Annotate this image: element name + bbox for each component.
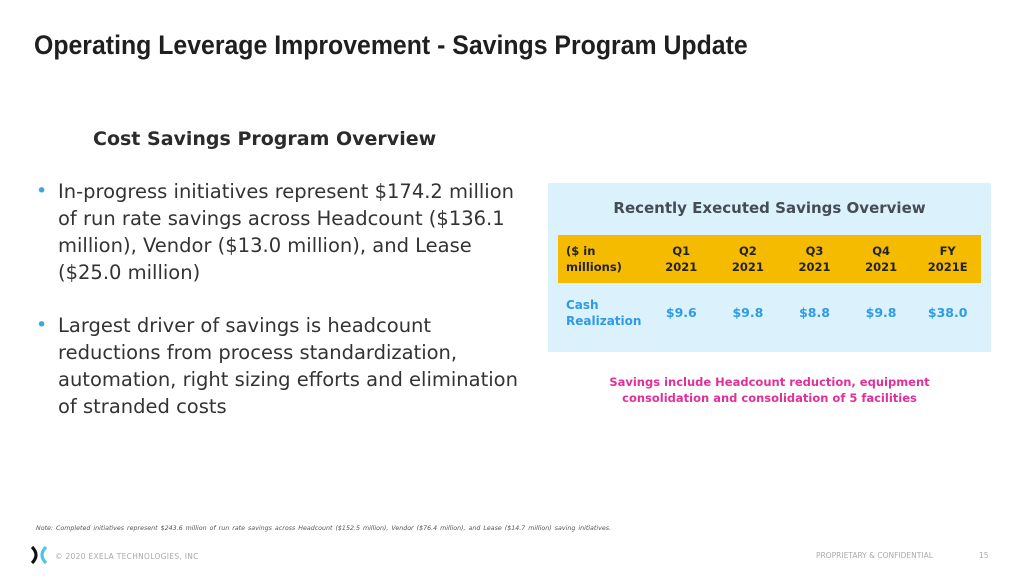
page-number: 15 [979, 551, 989, 560]
bullet-text: Largest driver of savings is headcount r… [58, 314, 518, 418]
bullet-list: • In-progress initiatives represent $174.… [36, 178, 526, 446]
savings-overview-panel: Recently Executed Savings Overview ($ in… [548, 183, 991, 352]
exela-logo-icon [31, 546, 47, 564]
table-header-row: ($ in millions) Q1 2021 Q2 2021 Q3 2021 Q4 20… [558, 235, 981, 283]
table-cell: $38.0 [927, 305, 968, 320]
header-cell: FY 2021E [927, 244, 968, 274]
footnote: Note: Completed initiatives represent $2… [36, 525, 611, 532]
section-subtitle: Cost Savings Program Overview [93, 128, 437, 150]
table-cell: $9.6 [665, 305, 697, 320]
header-cell: Q2 2021 [731, 244, 764, 274]
copyright: © 2020 EXELA TECHNOLOGIES, INC [55, 552, 199, 561]
table-cell: $9.8 [865, 305, 897, 320]
confidential-label: PROPRIETARY & CONFIDENTIAL [816, 551, 933, 560]
bullet-icon: • [36, 180, 48, 202]
header-cell: Q4 2021 [865, 244, 898, 274]
savings-callout: Savings include Headcount reduction, equ… [609, 375, 930, 405]
panel-title: Recently Executed Savings Overview [613, 199, 926, 217]
table-row: Cash Realization $9.6 $9.8 $8.8 $9.8 $38.… [558, 293, 981, 333]
table-cell: $9.8 [732, 305, 764, 320]
bullet-icon: • [36, 314, 48, 336]
page-title: Operating Leverage Improvement - Savings… [34, 30, 748, 60]
bullet-text: In-progress initiatives represent $174.2… [58, 180, 514, 284]
row-label: Cash Realization [566, 298, 642, 328]
header-cell: Q1 2021 [665, 244, 698, 274]
header-cell: Q3 2021 [798, 244, 831, 274]
bullet-item: • In-progress initiatives represent $174.… [36, 178, 526, 286]
header-cell: ($ in millions) [566, 244, 622, 274]
table-cell: $8.8 [799, 305, 830, 320]
bullet-item: • Largest driver of savings is headcount … [36, 312, 526, 420]
